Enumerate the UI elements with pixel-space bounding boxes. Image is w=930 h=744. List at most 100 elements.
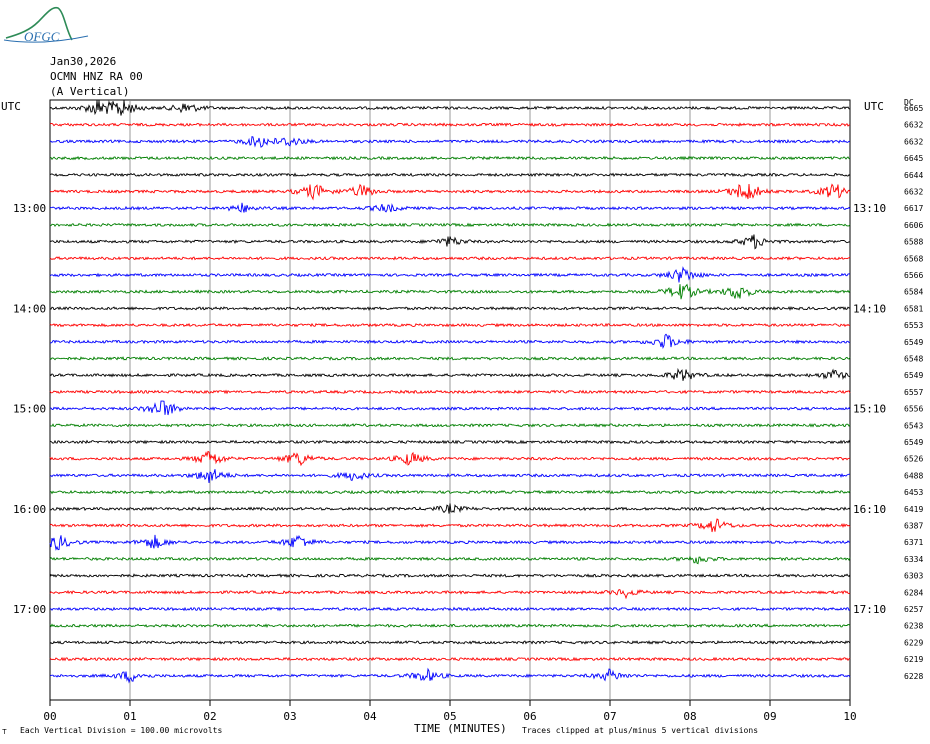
right-time-label: 15:10 [853, 403, 886, 416]
x-tick-label: 07 [603, 710, 616, 723]
left-time-label: 14:00 [13, 302, 46, 315]
trace-line-23 [49, 489, 851, 495]
small-mark-icon: ⊤ [2, 727, 7, 736]
right-time-label: 16:10 [853, 503, 886, 516]
dc-offset-label: 6556 [904, 405, 923, 414]
trace-line-8 [49, 234, 851, 250]
dc-offset-label: 6606 [904, 221, 923, 230]
dc-offset-label: 6419 [904, 505, 923, 514]
dc-axis-title: DC [904, 98, 914, 107]
trace-line-10 [49, 266, 851, 283]
dc-offset-label: 6453 [904, 488, 923, 497]
trace-line-30 [49, 606, 851, 612]
dc-offset-label: 6553 [904, 321, 923, 330]
right-time-label: 17:10 [853, 603, 886, 616]
dc-offset-label: 6229 [904, 638, 923, 647]
trace-line-3 [49, 155, 851, 161]
left-time-label: 15:00 [13, 403, 46, 416]
trace-line-17 [49, 389, 851, 395]
dc-offset-label: 6549 [904, 338, 923, 347]
dc-offset-label: 6549 [904, 438, 923, 447]
clip-note: Traces clipped at plus/minus 5 vertical … [522, 726, 759, 735]
dc-offset-label: 6568 [904, 254, 923, 263]
dc-offset-label: 6387 [904, 522, 923, 531]
dc-offset-label: 6584 [904, 288, 923, 297]
trace-line-22 [49, 469, 850, 483]
left-axis-title: UTC [1, 100, 21, 113]
x-tick-label: 02 [203, 710, 216, 723]
trace-line-33 [49, 656, 851, 662]
dc-offset-label: 6549 [904, 371, 923, 380]
trace-line-15 [49, 356, 851, 361]
right-time-label: 14:10 [853, 302, 886, 315]
trace-line-1 [49, 122, 851, 128]
logo: OFGC [3, 6, 89, 44]
trace-line-34 [49, 667, 851, 684]
x-tick-label: 04 [363, 710, 377, 723]
dc-offset-label: 6303 [904, 572, 923, 581]
x-tick-label: 00 [43, 710, 56, 723]
trace-line-28 [49, 573, 851, 578]
dc-offset-label: 6548 [904, 355, 923, 364]
dc-offset-label: 6543 [904, 421, 923, 430]
logo-mountain-icon [5, 6, 73, 41]
scale-note: Each Vertical Division = 100.00 microvol… [20, 726, 223, 735]
dc-offset-label: 6228 [904, 672, 923, 681]
trace-line-4 [49, 172, 851, 178]
trace-line-27 [49, 555, 851, 565]
dc-offset-label: 6632 [904, 188, 923, 197]
trace-line-13 [49, 322, 851, 328]
logo-text: OFGC [24, 29, 60, 44]
trace-line-26 [49, 534, 851, 551]
left-time-label: 16:00 [13, 503, 46, 516]
trace-line-11 [49, 283, 851, 300]
trace-line-32 [49, 640, 851, 645]
trace-line-9 [49, 255, 851, 261]
trace-line-5 [49, 183, 851, 201]
dc-offset-label: 6632 [904, 121, 923, 130]
trace-line-21 [49, 450, 851, 467]
trace-line-18 [49, 400, 851, 416]
dc-offset-label: 6488 [904, 471, 923, 480]
dc-offset-label: 6219 [904, 655, 923, 664]
x-tick-label: 09 [763, 710, 776, 723]
x-tick-label: 08 [683, 710, 696, 723]
trace-line-20 [49, 439, 851, 445]
dc-offset-label: 6645 [904, 154, 923, 163]
x-tick-label: 05 [443, 710, 456, 723]
dc-offset-label: 6665 [904, 104, 923, 113]
dc-offset-label: 6334 [904, 555, 923, 564]
x-tick-label: 03 [283, 710, 296, 723]
trace-line-19 [49, 422, 851, 428]
dc-offset-label: 6617 [904, 204, 923, 213]
logo-swoosh-icon [3, 35, 89, 43]
right-axis-title: UTC [864, 100, 884, 113]
dc-offset-label: 6557 [904, 388, 923, 397]
date-label: Jan30,2026 [50, 55, 117, 68]
trace-line-24 [49, 503, 851, 514]
dc-offset-label: 6588 [904, 238, 923, 247]
x-tick-label: 10 [843, 710, 856, 723]
trace-line-0 [49, 100, 851, 116]
trace-line-2 [49, 135, 851, 148]
left-time-label: 13:00 [13, 202, 46, 215]
dc-offset-label: 6526 [904, 455, 923, 464]
dc-offset-label: 6644 [904, 171, 923, 180]
x-tick-label: 06 [523, 710, 536, 723]
x-axis-label: TIME (MINUTES) [414, 722, 507, 735]
dc-offset-label: 6284 [904, 588, 923, 597]
station-label: OCMN HNZ RA 00 [50, 70, 143, 83]
dc-offset-label: 6566 [904, 271, 923, 280]
trace-line-14 [50, 333, 851, 349]
dc-offset-label: 6257 [904, 605, 923, 614]
dc-offset-label: 6632 [904, 137, 923, 146]
dc-offset-label: 6371 [904, 538, 923, 547]
left-time-label: 17:00 [13, 603, 46, 616]
trace-line-6 [49, 202, 851, 213]
trace-line-16 [49, 367, 851, 381]
trace-line-25 [49, 518, 851, 533]
right-time-label: 13:10 [853, 202, 886, 215]
dc-offset-label: 6238 [904, 622, 923, 631]
component-label: (A Vertical) [50, 85, 130, 98]
